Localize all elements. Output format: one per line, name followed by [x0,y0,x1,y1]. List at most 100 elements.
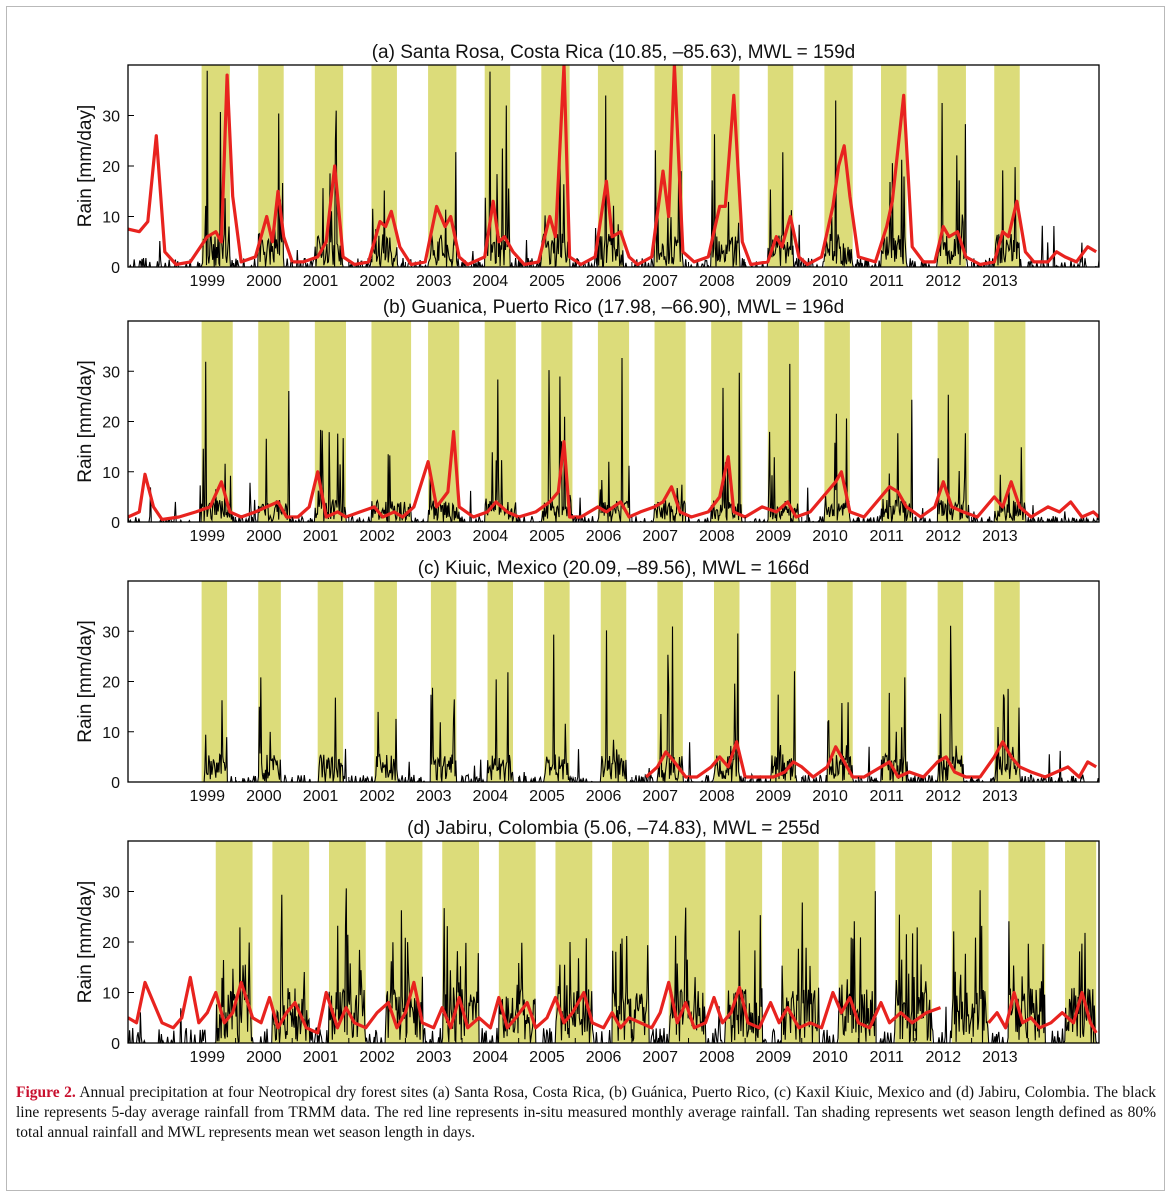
wet-season-band [881,581,907,782]
x-tick-label: 2012 [926,788,962,805]
x-tick-label: 2002 [359,273,395,290]
y-axis-label: Rain [mm/day] [75,620,96,742]
x-tick-label: 2002 [359,528,395,545]
y-tick-label: 20 [102,675,120,692]
x-tick-label: 2011 [869,273,904,290]
x-tick-label: 1999 [189,528,225,545]
x-tick-label: 2011 [869,528,904,545]
x-tick-label: 2006 [586,273,622,290]
panel-c: (c) Kiuic, Mexico (20.09, –89.56), MWL =… [75,558,1100,805]
y-tick-label: 0 [111,260,120,277]
x-tick-label: 2004 [473,528,509,545]
y-axis-label: Rain [mm/day] [75,881,96,1003]
x-tick-label: 2000 [246,1049,282,1066]
wet-season-band [258,321,290,522]
x-tick-label: 2000 [246,273,282,290]
caption-text: Annual precipitation at four Neotropical… [16,1084,1157,1141]
x-tick-label: 2004 [473,273,509,290]
x-tick-label: 2009 [756,528,792,545]
insitu-series-line [128,430,1099,522]
insitu-series-line [987,990,1098,1034]
y-tick-label: 0 [111,1036,120,1053]
caption-label: Figure 2. [16,1084,76,1101]
wet-season-band [937,321,969,522]
x-tick-label: 2001 [303,273,339,290]
wet-season-band [428,65,457,267]
x-tick-label: 2013 [982,528,1018,545]
x-tick-label: 2004 [473,788,509,805]
x-tick-label: 2011 [869,1049,904,1066]
x-tick-label: 2009 [756,1049,792,1066]
y-tick-label: 0 [111,515,120,532]
panel-title: (c) Kiuic, Mexico (20.09, –89.56), MWL =… [418,558,810,579]
x-tick-label: 2007 [642,528,678,545]
wet-season-band [767,321,799,522]
y-tick-label: 20 [102,415,120,432]
panel-b: (b) Guanica, Puerto Rico (17.98, –66.90)… [75,297,1100,545]
x-tick-label: 2003 [416,788,452,805]
y-tick-label: 0 [111,775,120,792]
x-tick-label: 2000 [246,528,282,545]
x-tick-label: 2010 [812,273,848,290]
y-axis-label: Rain [mm/day] [75,360,96,482]
wet-season-band [484,321,516,522]
x-tick-label: 1999 [189,273,225,290]
wet-season-band [258,581,281,782]
x-tick-label: 1999 [189,788,225,805]
x-tick-label: 2001 [303,528,339,545]
x-tick-label: 2007 [642,273,678,290]
y-tick-label: 30 [102,364,120,381]
x-tick-label: 2004 [473,1049,509,1066]
x-tick-label: 2007 [642,788,678,805]
y-tick-label: 10 [102,986,120,1003]
insitu-series-line [645,740,1098,779]
wet-season-band [317,581,344,782]
wet-season-band [1008,841,1046,1043]
wet-season-band [597,321,630,522]
y-tick-label: 10 [102,725,120,742]
wet-season-band [770,581,797,782]
x-tick-label: 2008 [699,528,735,545]
x-tick-label: 2009 [756,788,792,805]
panel-title: (d) Jabiru, Colombia (5.06, –74.83), MWL… [407,818,820,839]
x-tick-label: 2005 [529,1049,565,1066]
x-tick-label: 2007 [642,1049,678,1066]
wet-season-band [430,581,457,782]
x-tick-label: 2006 [586,528,622,545]
x-tick-label: 2002 [359,788,395,805]
wet-season-band [711,321,743,522]
y-tick-label: 30 [102,109,120,126]
y-tick-label: 20 [102,159,120,176]
x-tick-label: 2006 [586,1049,622,1066]
x-tick-label: 2001 [303,1049,339,1066]
x-tick-label: 2003 [416,273,452,290]
x-tick-label: 2012 [926,528,962,545]
x-tick-label: 2000 [246,788,282,805]
wet-season-band [487,581,514,782]
panel-title: (b) Guanica, Puerto Rico (17.98, –66.90)… [383,297,844,318]
x-tick-label: 2002 [359,1049,395,1066]
wet-season-band [371,321,412,522]
x-tick-label: 2010 [812,788,848,805]
x-tick-label: 2013 [982,273,1018,290]
trmm-series-line [128,70,1099,267]
y-tick-label: 30 [102,885,120,902]
panel-d: (d) Jabiru, Colombia (5.06, –74.83), MWL… [75,818,1100,1066]
y-tick-label: 10 [102,465,120,482]
x-tick-label: 2003 [416,1049,452,1066]
x-tick-label: 1999 [189,1049,225,1066]
x-tick-label: 2011 [869,788,904,805]
x-tick-label: 2008 [699,788,735,805]
y-axis-label: Rain [mm/day] [75,105,96,227]
x-tick-label: 2012 [926,273,962,290]
x-tick-label: 2010 [812,1049,848,1066]
figure-caption: Figure 2. Annual precipitation at four N… [16,1083,1156,1143]
panel-a: (a) Santa Rosa, Costa Rica (10.85, –85.6… [75,42,1100,290]
figure-panels: (a) Santa Rosa, Costa Rica (10.85, –85.6… [75,42,1100,1066]
y-tick-label: 30 [102,624,120,641]
y-tick-label: 20 [102,935,120,952]
x-tick-label: 2005 [529,273,565,290]
x-tick-label: 2010 [812,528,848,545]
panel-title: (a) Santa Rosa, Costa Rica (10.85, –85.6… [372,42,856,63]
x-tick-label: 2001 [303,788,339,805]
